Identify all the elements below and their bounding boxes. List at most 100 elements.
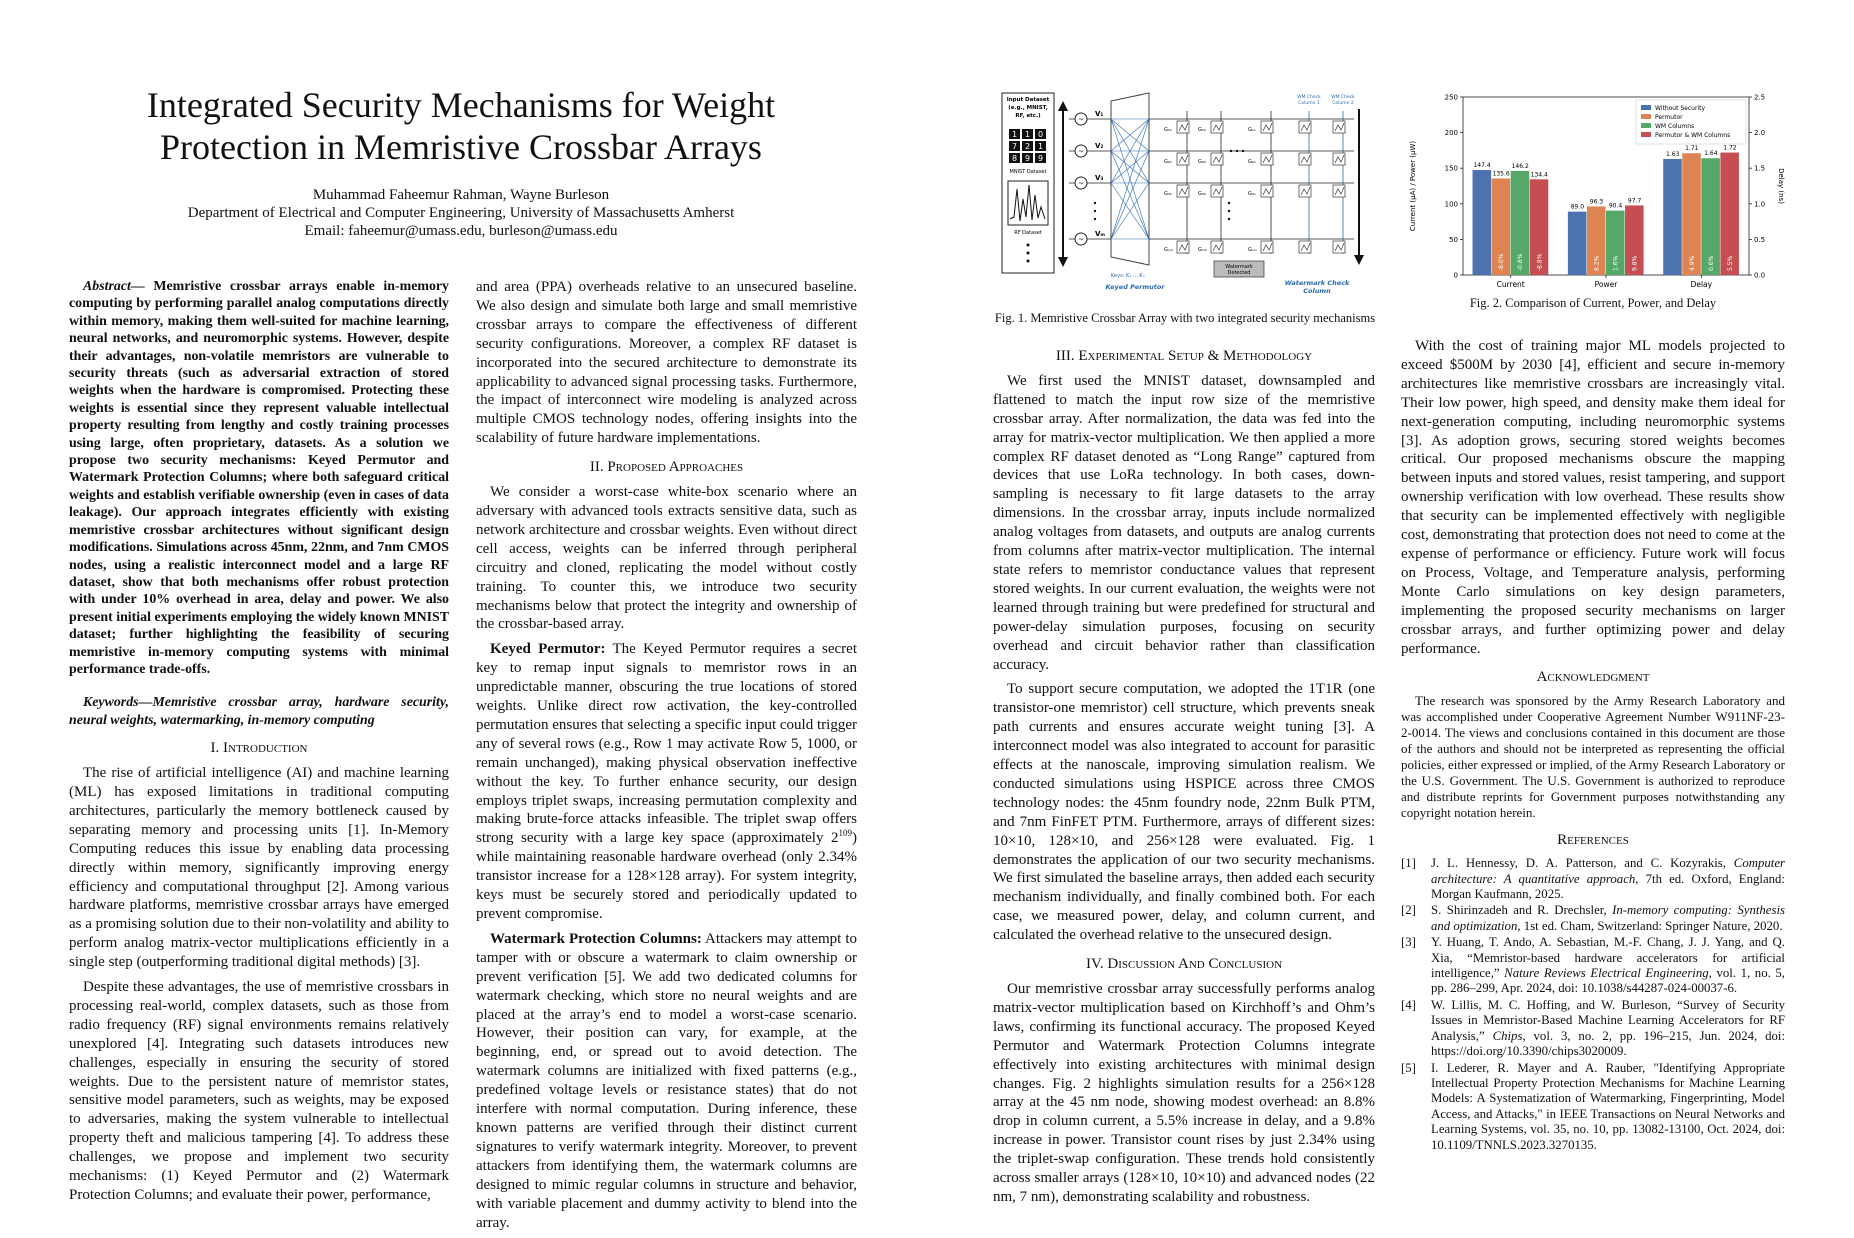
digit: 9 [1038,154,1043,163]
reference-label: [3] [1401,935,1416,950]
section-heading: III. Experimental Setup & Methodology [1055,348,1313,364]
page: Paper page { "page1": { "title": "Integr… [69,85,1785,1231]
cell-label: G₁₂ [1198,127,1206,133]
legend-swatch [1641,132,1651,137]
text-run: , 7th ed. Oxford, England: Morgan Kaufma… [1431,871,1785,902]
y-tick-label: 250 [1445,94,1458,102]
cell-label: G₂₁ [1164,159,1172,165]
value-label: 1.63 [1666,151,1680,158]
reference: [5] I. Lederer, R. Mayer and A. Rauber, "… [1401,1061,1785,1153]
legend-entry: Without Security [1655,105,1705,112]
reference-label: [1] [1401,856,1416,871]
digit: 0 [1038,130,1043,139]
permute-wire [1110,150,1150,184]
voltage-source [1074,112,1088,126]
memristor [1178,154,1189,164]
reference-label: [5] [1401,1060,1416,1075]
paragraph: To support secure computation, we adopte… [993,680,1375,945]
bar [1491,178,1511,275]
x-tick-label: Current [1497,280,1525,289]
digit: 1 [1012,130,1017,139]
reference-text: Y. Huang, T. Ando, A. Sebastian, M.-F. C… [1431,935,1785,997]
paragraph: Our memristive crossbar array successful… [993,980,1375,1207]
memristor [1334,242,1345,252]
dot [1093,209,1097,213]
cell-label: G₂ₙ [1248,159,1256,165]
dot [1026,243,1030,247]
wm-column-label: Column 1 [1298,100,1320,106]
text-run: and area (PPA) overheads relative to an … [476,279,857,447]
bar [1510,170,1530,275]
text-run: 109 [838,828,853,839]
paper-title: Integrated Security Mechanisms for Weigh… [146,85,776,167]
bar [1586,206,1606,275]
keywords: Keywords—Memristive crossbar array, hard… [69,694,449,729]
bar [1567,211,1587,275]
check-label: Column [1303,287,1331,295]
text-run: The research was sponsored by the Army R… [1401,693,1785,821]
small-paragraph: The research was sponsored by the Army R… [1401,693,1785,821]
source-symbol: ~ [1078,116,1084,124]
permute-wire [1110,118,1150,152]
figure-2: 0 50 100 150 200 250 0.0 0.5 1.0 1.5 2.0 2.5 Current… [1409,94,1785,290]
digit-tile [1022,153,1033,163]
text-run: I. Lederer, R. Mayer and A. Rauber, "Ide… [1431,1060,1785,1152]
wm-column-label: WM Check [1331,94,1355,100]
text-run: Y. Huang, T. Ando, A. Sebastian, M.-F. C… [1431,935,1785,981]
voltage-source [1074,144,1088,158]
memristor [1334,186,1345,196]
figure-caption: Fig. 2. Comparison of Current, Power, an… [1469,296,1717,310]
section-heading: IV. Discussion And Conclusion [1085,956,1283,973]
overhead-label: 1.6% [1613,255,1620,271]
section-heading: I. Introduction [210,740,308,757]
digit: 8 [1012,154,1017,163]
rf-wave [1009,184,1046,222]
memristor [1262,154,1273,164]
text-run: The rise of artificial intelligence (AI)… [69,765,449,971]
dot [1093,217,1097,221]
paper: Integrated Security Mechanisms for Weigh… [69,85,1785,1231]
detected-label: Detected [1228,270,1251,276]
value-label: 135.6 [1493,170,1510,177]
input-title: Input Dataset [1007,97,1050,103]
affiliation: Department of Electrical and Computer En… [187,205,735,221]
paragraph: With the cost of training major ML model… [1401,337,1785,658]
wm-column-label: WM Check [1297,94,1321,100]
permute-wire [1110,150,1150,240]
reference: [3] Y. Huang, T. Ando, A. Sebastian, M.-F… [1401,935,1785,997]
dot [1229,149,1233,153]
text-run: Keywords—Memristive crossbar array, hard… [69,695,449,728]
text-run: Abstract— [83,279,145,294]
text-run: Nature Reviews Electrical Engineering [1504,966,1709,981]
text-run: Our memristive crossbar array successful… [993,981,1375,1205]
y-tick-label: 150 [1445,165,1458,173]
memristor [1262,186,1273,196]
input-title: RF, etc.) [1015,113,1041,119]
value-label: 89.0 [1571,204,1585,211]
dot [1026,251,1030,255]
text-run: Attackers may attempt to tamper with or … [476,930,858,1231]
cell-label: G₁ₙ [1248,127,1256,133]
reference-label: [4] [1401,997,1416,1012]
y2-tick-label: 1.5 [1754,165,1765,173]
text-run: To support secure computation, we adopte… [993,681,1375,944]
memristor [1334,122,1345,132]
bar [1663,158,1682,275]
reference-text: S. Shirinzadeh and R. Drechsler, In-memo… [1431,903,1785,934]
memristor [1212,186,1223,196]
check-label: Watermark Check [1285,279,1350,287]
cell-label: G₃ₙ [1248,191,1256,197]
y2-axis-label: Delay (ns) [1777,168,1785,204]
legend-box [1635,99,1747,145]
permute-wire [1110,118,1150,184]
dot [1093,201,1097,205]
overhead-label: 9.8% [1632,255,1639,271]
text-run: ) while maintaining reasonable hardware … [476,830,857,922]
continued: and area (PPA) overheads relative to an … [476,278,857,448]
input-title: (e.g., MNIST, [1008,105,1048,111]
text-run: Watermark Protection Columns: [490,930,702,947]
memristor [1300,186,1311,196]
dot [1026,259,1030,263]
cell-label: Gₘₙ [1248,247,1257,253]
text-run: , vol. 3, no. 2, pp. 196–215, Jun. 2024,… [1431,1028,1785,1059]
